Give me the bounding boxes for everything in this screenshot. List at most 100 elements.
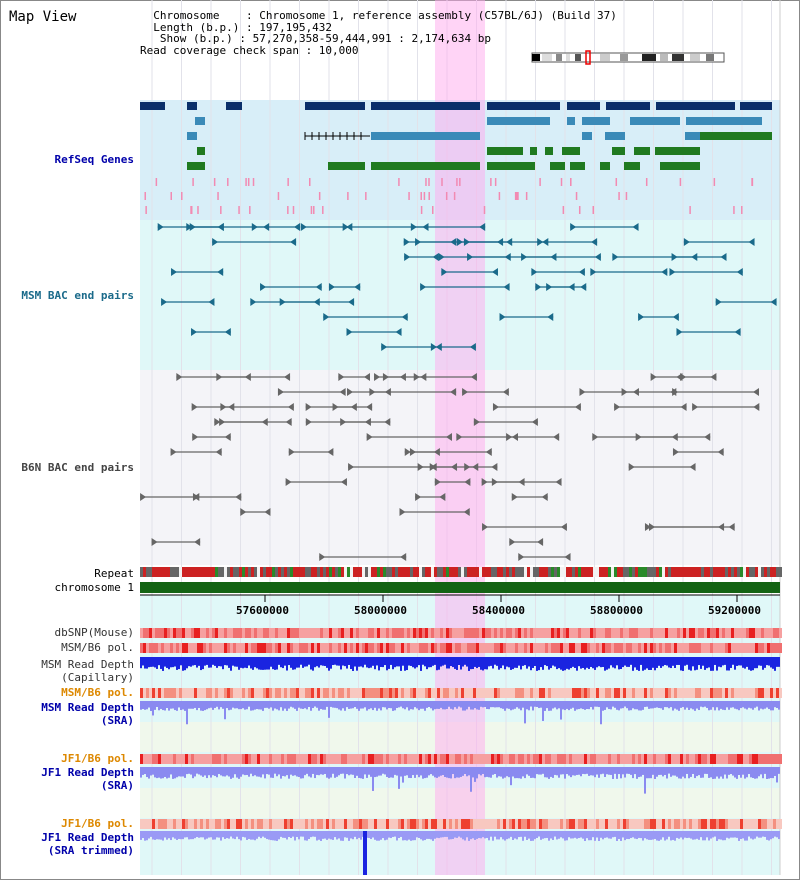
read-depth-bar [144, 767, 146, 775]
read-depth-bar [600, 831, 602, 838]
polymorphism-cell [485, 643, 488, 653]
read-depth-bar [444, 657, 446, 665]
read-depth-bar [212, 657, 214, 665]
read-depth-bar [596, 767, 598, 775]
read-depth-bar [236, 831, 238, 837]
read-depth-bar [168, 701, 170, 711]
polymorphism-cell [437, 754, 440, 764]
read-depth-bar [164, 701, 166, 711]
read-depth-bar [328, 657, 330, 671]
polymorphism-cell [389, 688, 392, 698]
repeat-feature [227, 567, 230, 577]
polymorphism-cell [350, 819, 353, 829]
polymorphism-cell [254, 688, 257, 698]
bac-end-marker [404, 253, 411, 261]
snp-tick [245, 178, 247, 186]
bac-end-marker [676, 373, 683, 381]
read-depth-bar [292, 657, 294, 670]
read-depth-bar [698, 831, 700, 840]
read-depth-bar [318, 831, 320, 840]
repeat-feature [431, 567, 434, 577]
read-depth-bar [362, 767, 364, 779]
polymorphism-cell [401, 754, 404, 764]
refseq-genes-label[interactable]: RefSeq Genes [54, 153, 134, 166]
polymorphism-cell [725, 643, 728, 653]
b6n-bac-label[interactable]: B6N BAC end pairs [21, 461, 134, 474]
polymorphism-cell [464, 628, 467, 638]
polymorphism-cell [779, 688, 782, 698]
read-depth-bar [258, 831, 260, 837]
polymorphism-cell [296, 819, 299, 829]
read-depth-bar [588, 657, 590, 669]
read-depth-bar [478, 767, 480, 775]
snp-tick [420, 206, 423, 214]
gene-feature [700, 132, 772, 140]
bac-end-marker [192, 493, 199, 501]
polymorphism-cell [224, 819, 227, 829]
read-depth-bar [158, 831, 160, 840]
read-depth-bar [220, 767, 222, 776]
read-depth-bar [436, 701, 438, 709]
polymorphism-cell [653, 688, 656, 698]
polymorphism-cell [224, 628, 227, 638]
repeat-feature [626, 567, 629, 577]
read-depth-bar [152, 767, 154, 775]
polymorphism-cell [425, 819, 428, 829]
read-depth-bar [230, 657, 232, 671]
read-depth-bar [476, 657, 478, 669]
read-depth-bar [534, 831, 536, 840]
read-depth-bar [632, 701, 634, 709]
polymorphism-cell [761, 819, 764, 829]
polymorphism-cell [659, 643, 662, 653]
polymorphism-cell [167, 754, 170, 764]
read-depth-bar [742, 657, 744, 668]
read-depth-bar [456, 701, 458, 709]
polymorphism-cell [263, 643, 266, 653]
bac-end-marker [366, 403, 373, 411]
polymorphism-cell [494, 688, 497, 698]
read-depth-bar [412, 767, 414, 776]
polymorphism-cell [554, 688, 557, 698]
read-depth-bar [672, 831, 674, 840]
polymorphism-cell [353, 643, 356, 653]
read-depth-bar [334, 701, 336, 708]
polymorphism-cell [158, 688, 161, 698]
read-depth-bar [768, 767, 770, 779]
bac-end-marker [215, 448, 222, 456]
polymorphism-cell [320, 688, 323, 698]
repeat-feature [533, 567, 536, 577]
polymorphism-cell [389, 628, 392, 638]
polymorphism-cell [704, 754, 707, 764]
gene-feature [305, 102, 365, 110]
read-depth-bar [744, 831, 746, 841]
msm-bac-label[interactable]: MSM BAC end pairs [21, 289, 134, 302]
polymorphism-cell [251, 819, 254, 829]
polymorphism-cell [221, 628, 224, 638]
repeat-feature [185, 567, 188, 577]
snp-tick [217, 192, 219, 200]
read-depth-bar [654, 831, 656, 839]
repeat-feature [245, 567, 248, 577]
read-depth-bar [592, 701, 594, 710]
read-depth-bar [764, 767, 766, 774]
polymorphism-cell [395, 643, 398, 653]
read-depth-bar [778, 657, 780, 667]
show-range-info: Show (b.p.) : 57,270,358-59,444,991 : 2,… [140, 32, 491, 45]
bac-end-marker [157, 223, 164, 231]
read-depth-bar [588, 767, 590, 776]
read-depth-bar [288, 657, 290, 666]
polymorphism-cell [161, 819, 164, 829]
read-depth-bar [574, 831, 576, 838]
polymorphism-cell [269, 688, 272, 698]
read-depth-bar [358, 657, 360, 667]
polymorphism-cell [197, 819, 200, 829]
polymorphism-cell [497, 628, 500, 638]
repeat-feature [170, 567, 173, 577]
read-depth-bar [294, 657, 296, 670]
polymorphism-cell [770, 688, 773, 698]
read-depth-bar [650, 701, 652, 709]
bac-end-marker [284, 373, 291, 381]
read-depth-bar [558, 831, 560, 839]
polymorphism-cell [428, 628, 431, 638]
